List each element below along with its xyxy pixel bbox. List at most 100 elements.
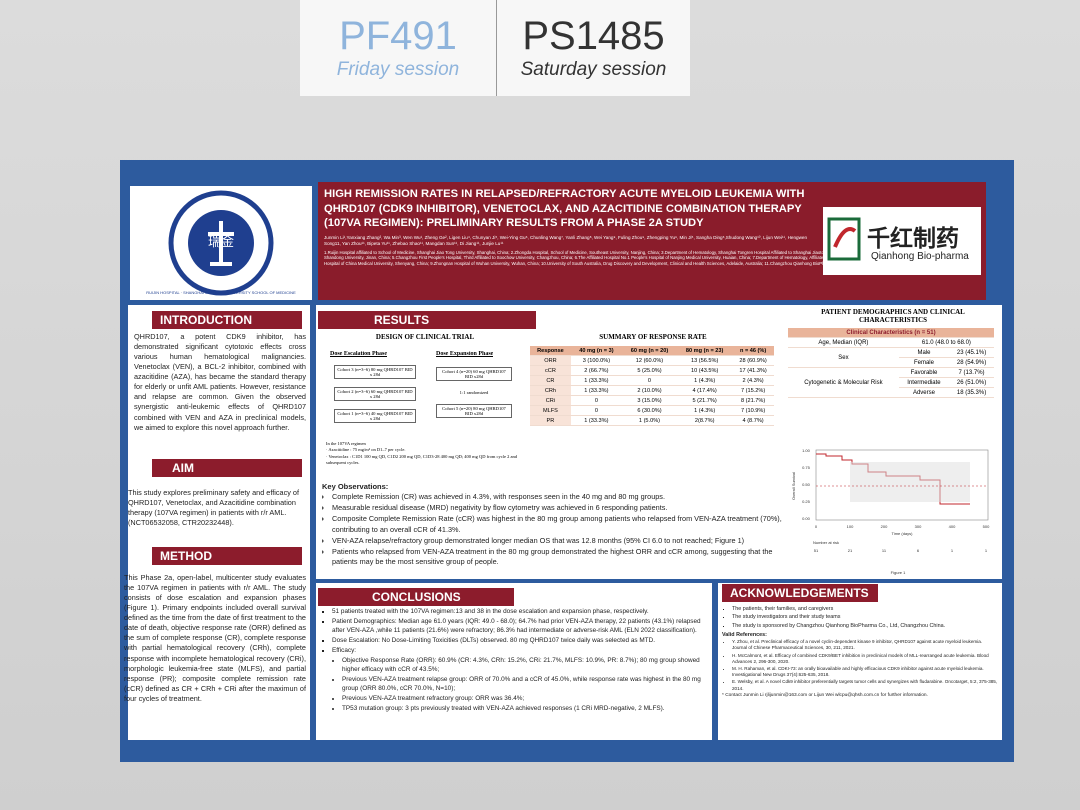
item: Cohort 4 (n=20) 60 mg QHRD107 BID x28d <box>436 367 512 381</box>
cell: MLFS <box>530 405 571 416</box>
list-item: Patient Demographics: Median age 61.0 ye… <box>332 618 708 636</box>
list-item: Complete Remission (CR) was achieved in … <box>332 492 784 502</box>
row: PR 1 (33.3%) 1 (5.0%) 2(8.7%) 4 (8.7%) <box>530 415 774 426</box>
risk-count: 1 <box>951 548 954 553</box>
efficacy-list: Objective Response Rate (ORR): 60.9% (CR… <box>322 657 708 714</box>
logo-mark: 瑞金 <box>208 234 234 249</box>
logo-text: RUIJIN HOSPITAL · SHANGHAI JIAOTONG UNIV… <box>146 290 296 295</box>
conclusions-list: 51 patients treated with the 107VA regim… <box>322 608 708 656</box>
references-list: Y. Zhou, et al. Preclinical efficacy of … <box>722 639 998 692</box>
logo-panel: 瑞金 RUIJIN HOSPITAL · SHANGHAI JIAOTONG U… <box>130 186 312 300</box>
conclusions-panel <box>316 583 712 740</box>
phase-label: Dose Escalation Phase <box>330 351 387 357</box>
x-tick-label: 300 <box>915 524 922 529</box>
header-cell: Response <box>530 346 571 356</box>
list-item: Composite Complete Remission Rate (cCR) … <box>332 514 784 534</box>
item: Cohort 2 (n=3~6) 60 mg QHRD107 BID x 28d <box>334 387 416 401</box>
sub-label: Female <box>898 357 950 368</box>
affiliations: 1.Ruijin Hospital affiliated to School o… <box>324 249 972 266</box>
sub-label: Intermediate <box>898 377 950 388</box>
section-header: METHOD <box>152 547 302 565</box>
x-tick-label: 0 <box>815 524 818 529</box>
row: ORR 3 (100.0%) 12 (60.0%) 13 (56.5%) 28 (60.… <box>530 355 774 366</box>
y-tick-label: 0.25 <box>802 499 811 504</box>
row: CRi 0 3 (15.0%) 5 (21.7%) 8 (21.7%) <box>530 395 774 406</box>
y-tick-label: 0.50 <box>802 482 811 487</box>
header-cell: n = 46 (%) <box>732 346 774 356</box>
row-label: Sex <box>788 347 899 368</box>
demographics-table: Clinical Characteristics (n = 51) Age, Me… <box>788 328 994 398</box>
x-tick-label: 200 <box>881 524 888 529</box>
x-tick-label: 400 <box>949 524 956 529</box>
row: Age, Median (IQR) 61.0 (48.0 to 68.0) <box>788 337 994 348</box>
cell: 1 (4.3%) <box>677 375 733 386</box>
cell: 1 (5.0%) <box>621 415 678 426</box>
list-item: Efficacy: <box>332 647 708 656</box>
sponsor-cn: 千红制药 <box>867 225 959 251</box>
list-item: The study investigators and their study … <box>732 614 998 621</box>
observations: Key Observations: Complete Remission (CR… <box>322 482 784 578</box>
cohorts: Cohort 3 (n=3~6) 80 mg QHRD107 BID x 28d… <box>334 365 416 431</box>
cell: 18 (35.3%) <box>949 387 994 398</box>
left-column <box>128 305 310 740</box>
row: Female 28 (54.9%) <box>788 357 994 368</box>
cell: 7 (15.2%) <box>732 385 774 396</box>
sub-label: Favorable <box>898 367 950 378</box>
list-item: M. H. Rahaman, et al. CDKI-73: an orally… <box>732 666 998 678</box>
list-item: TP53 mutation group: 3 pts previously tr… <box>342 705 708 714</box>
x-tick-label: 500 <box>983 524 990 529</box>
cell: 5 (25.0%) <box>621 365 678 376</box>
design-title: DESIGN OF CLINICAL TRIAL <box>375 333 475 341</box>
authors: Junmin Li¹,Yanxiang Zhang², Wa Min³, Wen… <box>324 234 807 246</box>
phase-label: Dose Expansion Phase <box>436 351 494 357</box>
list-item: The patients, their families, and caregi… <box>732 606 998 613</box>
cell: 4 (17.4%) <box>677 385 733 396</box>
title: HIGH REMISSION RATES IN RELAPSED/REFRACT… <box>324 188 805 230</box>
y-tick-label: 0.00 <box>802 516 811 521</box>
item: Cohort 1 (n=3~6) 40 mg QHRD107 BID x 28d <box>334 409 416 423</box>
risk-count: 21 <box>848 548 853 553</box>
cell: CRi <box>530 395 571 406</box>
cell: 2 (66.7%) <box>570 365 622 376</box>
cell: 6 (30.0%) <box>621 405 678 416</box>
risk-count: 11 <box>882 548 887 553</box>
sub-label: Male <box>898 347 950 358</box>
cell: cCR <box>530 365 571 376</box>
list-item: H. McCalmont, et al. Efficacy of combine… <box>732 653 998 665</box>
cell: PR <box>530 415 571 426</box>
sign: PS1485 Saturday session <box>496 0 690 96</box>
y-tick-label: 0.75 <box>802 465 811 470</box>
row-label: Age, Median (IQR) <box>788 337 899 348</box>
risk-count: 1 <box>985 548 988 553</box>
row: Intermediate 26 (51.0%) <box>788 377 994 388</box>
item: · Venetoclax : C1D1 100 mg QD, C1D2 200 … <box>326 453 518 465</box>
x-tick-label: 100 <box>847 524 854 529</box>
row: MLFS 0 6 (30.0%) 1 (4.3%) 7 (10.9%) <box>530 405 774 416</box>
list-item: Measurable residual disease (MRD) negati… <box>332 503 784 513</box>
cell: 23 (45.1%) <box>949 347 994 358</box>
header-cell: 60 mg (n = 20) <box>621 346 678 356</box>
row: CR 1 (33.3%) 0 1 (4.3%) 2 (4.3%) <box>530 375 774 386</box>
sign-session: Friday session <box>336 59 460 80</box>
observations-title: Key Observations: <box>322 482 389 491</box>
table-title: SUMMARY OF RESPONSE RATE <box>599 333 707 341</box>
sponsor-icon <box>827 217 861 261</box>
cell: 1 (33.3%) <box>570 385 622 396</box>
cell: CR <box>530 375 571 386</box>
sponsor-box: 千红制药 Qianhong Bio-pharma <box>823 207 981 275</box>
risk-count: 51 <box>814 548 819 553</box>
section-header: ACKNOWLEDGEMENTS <box>722 584 878 602</box>
row: CRh 1 (33.3%) 2 (10.0%) 4 (17.4%) 7 (15.2%) <box>530 385 774 396</box>
cell: 1 (33.3%) <box>570 415 622 426</box>
x-axis-label: Time (days) <box>892 531 914 536</box>
sign-session: Saturday session <box>520 59 667 80</box>
list-item: Objective Response Rate (ORR): 60.9% (CR… <box>342 657 708 675</box>
risk-count: 6 <box>917 548 920 553</box>
item: · Azacitidine : 75 mg/m² on D1–7 per cyc… <box>326 447 406 453</box>
y-axis-label: Overall Survival <box>791 472 796 500</box>
list-item: The study is sponsored by Changzhou Qian… <box>732 623 998 630</box>
sign-code: PF491 <box>339 14 457 58</box>
cell: 10 (43.5%) <box>677 365 733 376</box>
section-header: CONCLUSIONS <box>318 588 514 606</box>
